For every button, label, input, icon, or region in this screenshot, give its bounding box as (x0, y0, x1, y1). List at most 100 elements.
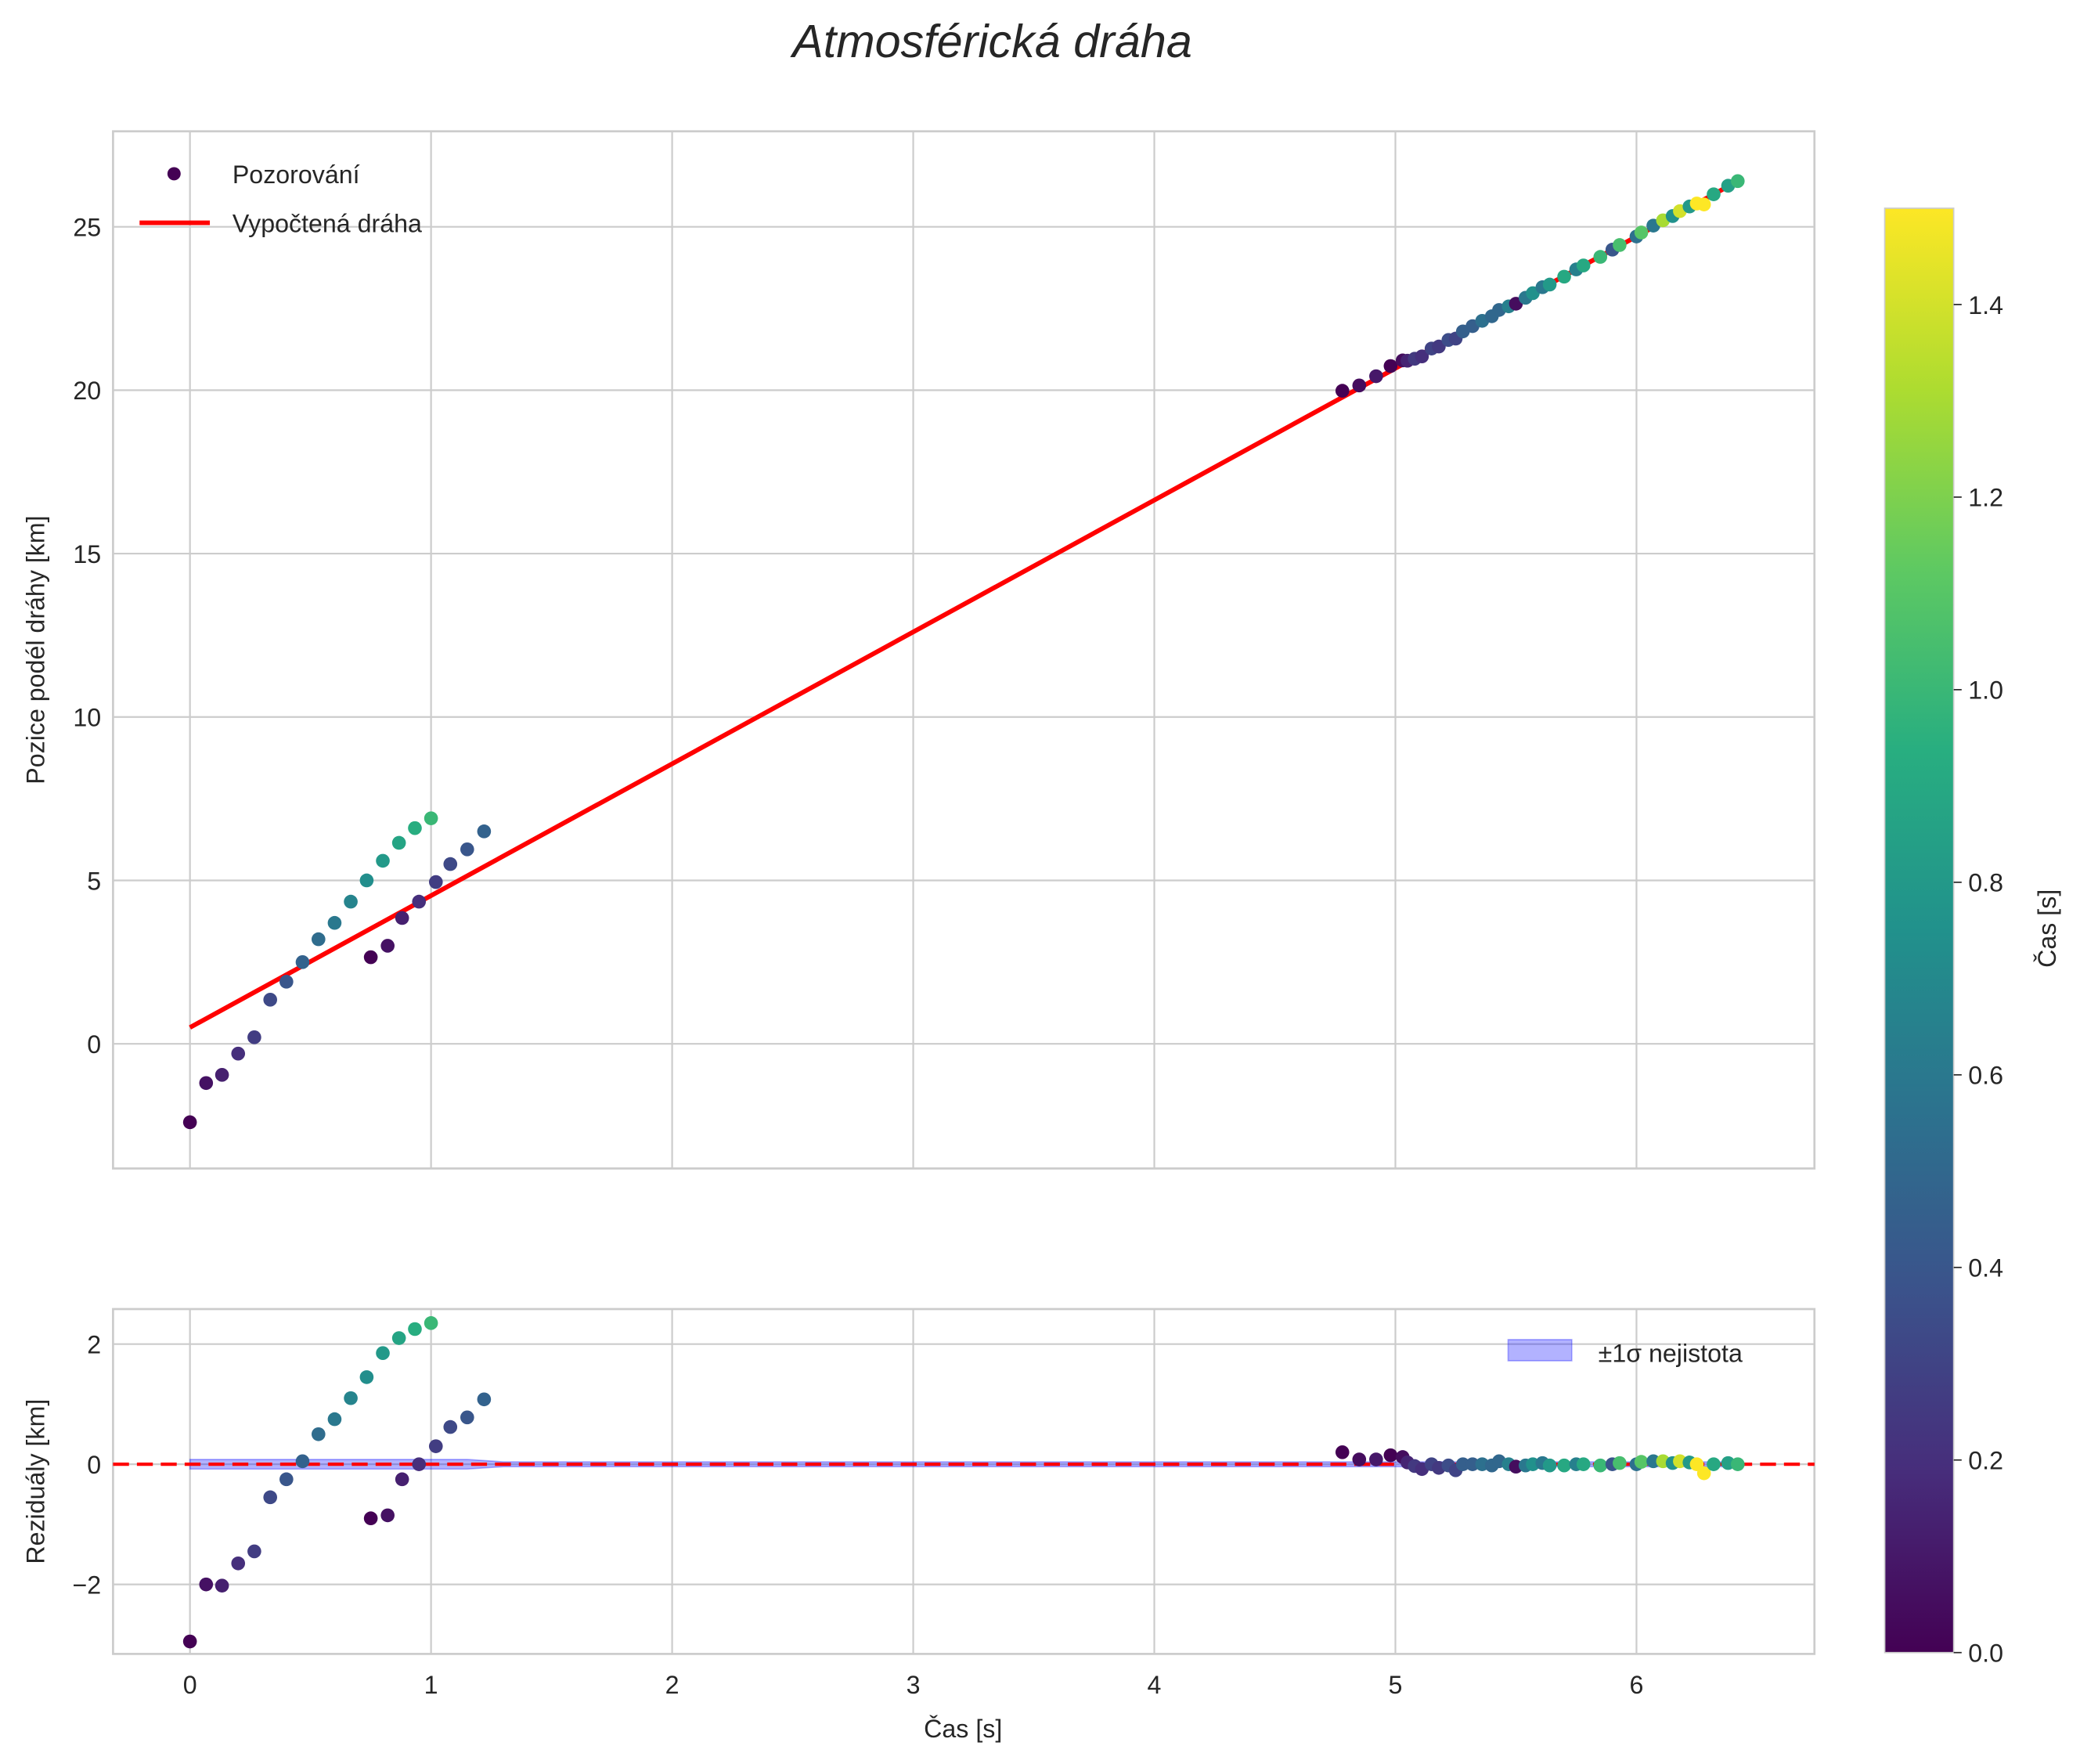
observation-point (443, 857, 458, 871)
observation-point (263, 993, 278, 1007)
observation-point (1634, 225, 1649, 240)
residual-point (279, 1472, 294, 1487)
residual-point (1557, 1458, 1571, 1473)
main-legend: Pozorování Vypočtená dráha (139, 161, 422, 237)
residual-point (460, 1410, 474, 1425)
colorbar-tick-label: 0.6 (1968, 1062, 2003, 1090)
observation-point (1613, 238, 1627, 252)
legend-label-observations: Pozorování (233, 161, 360, 189)
residual-point (1646, 1454, 1660, 1469)
residual-point (1613, 1456, 1627, 1470)
observation-point (231, 1046, 246, 1061)
observation-point (247, 1030, 261, 1044)
residual-point (443, 1419, 458, 1434)
observation-point (460, 842, 474, 857)
residual-point (247, 1544, 261, 1559)
legend-label-band: ±1σ nejistota (1599, 1340, 1743, 1368)
residual-y-label: Reziduály [km] (21, 1399, 49, 1564)
observation-point (1383, 359, 1398, 373)
residual-point (391, 1331, 406, 1345)
colorbar-tick-label: 0.0 (1968, 1640, 2003, 1668)
observation-point (391, 835, 406, 850)
colorbar-tick-label: 1.0 (1968, 676, 2003, 705)
colorbar-tick-label: 0.8 (1968, 869, 2003, 897)
residual-point (380, 1508, 395, 1523)
residual-plot-frame (112, 1308, 1816, 1655)
observation-point (477, 824, 492, 839)
observation-point (1352, 378, 1367, 393)
x-tick-label: 4 (1148, 1671, 1162, 1699)
residual-point (295, 1454, 310, 1469)
x-tick-label: 1 (424, 1671, 438, 1699)
observation-point (428, 875, 443, 889)
x-tick-label: 6 (1630, 1671, 1644, 1699)
observation-point (279, 975, 294, 989)
residual-point (477, 1392, 492, 1407)
observation-point (1730, 174, 1745, 189)
x-tick-label: 3 (907, 1671, 921, 1699)
chart-title: Atmosférická dráha (790, 15, 1192, 67)
observation-point (1335, 384, 1350, 398)
residual-point (231, 1556, 246, 1571)
y-tick-label: 20 (73, 377, 101, 405)
y-tick-label: 25 (73, 214, 101, 242)
observation-point (1576, 258, 1591, 272)
observation-point (380, 939, 395, 953)
main-plot: 0 5 10 15 20 25 Pozorování Vypočtená dráha Po… (21, 130, 1816, 1170)
observation-point (1369, 369, 1383, 384)
residual-point (424, 1316, 438, 1330)
residual-point (1335, 1445, 1350, 1459)
observation-point (412, 894, 427, 909)
observation-point (408, 821, 422, 835)
observation-point (395, 911, 409, 925)
x-tick-label: 2 (665, 1671, 680, 1699)
colorbar: 0.0 0.2 0.4 0.6 0.8 1.0 1.2 1.4 Čas [s] (1884, 207, 2061, 1668)
residual-y-tick-label: 2 (87, 1331, 101, 1359)
observation-point (344, 894, 358, 909)
observation-point (214, 1068, 229, 1082)
residual-point (199, 1577, 214, 1592)
colorbar-tick-label: 1.2 (1968, 484, 2003, 512)
residual-point (311, 1427, 326, 1441)
residual-point (395, 1472, 409, 1487)
residual-point (1542, 1458, 1557, 1473)
observation-point (1415, 349, 1429, 364)
observation-point (1542, 277, 1557, 292)
x-tick-label: 0 (183, 1671, 197, 1699)
y-tick-label: 10 (73, 704, 101, 732)
residual-point (344, 1391, 358, 1405)
observation-point (424, 811, 438, 825)
residual-point (363, 1511, 378, 1526)
x-tick-label: 5 (1389, 1671, 1403, 1699)
residual-point (1352, 1452, 1367, 1466)
residual-y-tick-label: −2 (72, 1571, 101, 1599)
residual-plot: −2 0 2 0 1 2 3 4 5 6 ±1σ nejistota Reziduály [km… (21, 1308, 1816, 1743)
colorbar-tick-label: 0.2 (1968, 1447, 2003, 1475)
observation-point (1432, 339, 1446, 354)
main-y-label: Pozice podél dráhy [km] (21, 515, 49, 784)
residual-point (1369, 1452, 1383, 1466)
residual-point (412, 1457, 427, 1471)
observation-point (327, 915, 342, 930)
y-tick-label: 15 (73, 540, 101, 568)
residual-point (1634, 1455, 1649, 1469)
residual-point (1593, 1458, 1608, 1473)
observation-point (199, 1076, 214, 1091)
colorbar-gradient (1884, 207, 1955, 1654)
x-axis-label: Čas [s] (924, 1715, 1002, 1743)
residual-point (263, 1490, 278, 1505)
residual-point (214, 1578, 229, 1593)
residual-y-tick-label: 0 (87, 1451, 101, 1479)
residual-point (1730, 1457, 1745, 1471)
residual-point (1696, 1466, 1711, 1481)
colorbar-label: Čas [s] (2033, 889, 2061, 968)
residual-point (1576, 1457, 1591, 1471)
residual-point (327, 1412, 342, 1427)
observation-point (376, 853, 390, 868)
residual-point (359, 1370, 374, 1384)
residual-point (1707, 1457, 1721, 1471)
residual-point (1455, 1457, 1470, 1471)
observation-point (182, 1115, 197, 1130)
main-plot-frame (112, 130, 1816, 1170)
